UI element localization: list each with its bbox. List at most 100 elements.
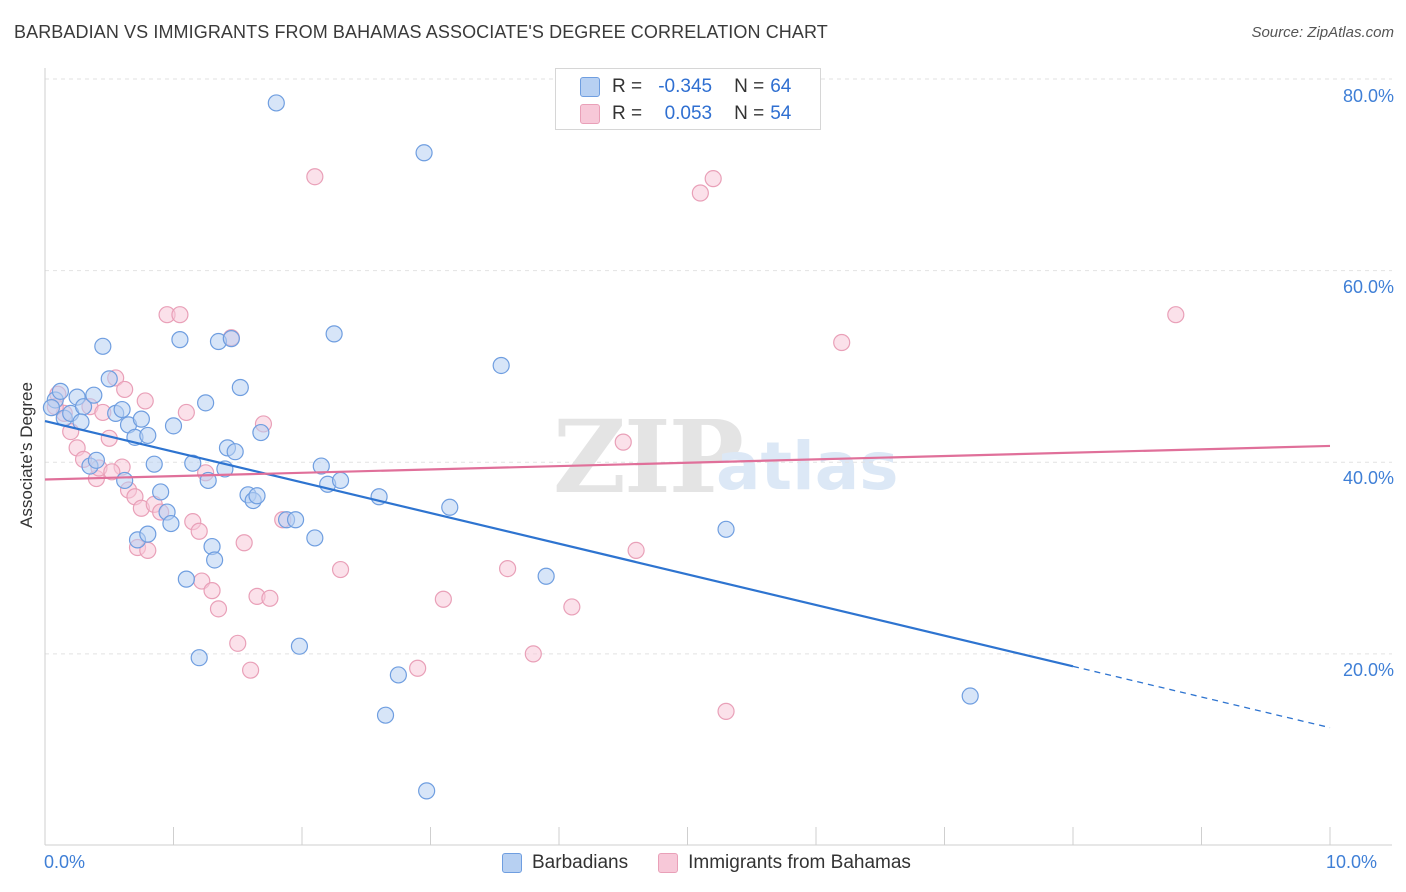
correlation-legend: R = -0.345 N = 64 R = 0.053 N = 54 — [555, 68, 821, 130]
barbadian-point — [231, 378, 249, 397]
bahamas-point — [614, 433, 632, 451]
bahamas-point — [499, 560, 517, 578]
barbadian-point — [116, 471, 134, 490]
barbadian-point — [492, 356, 510, 375]
x-tick-label-min: 0.0% — [44, 852, 86, 872]
series-label: Immigrants from Bahamas — [688, 852, 911, 873]
barbadian-point — [331, 471, 350, 490]
bahamas-point — [171, 306, 189, 324]
chart-title: BARBADIAN VS IMMIGRANTS FROM BAHAMAS ASS… — [14, 22, 828, 42]
bahamas-point — [116, 380, 134, 399]
legend-r-value: 0.053 — [664, 103, 713, 124]
legend-n-label: N = — [734, 103, 765, 124]
barbadian-point — [139, 525, 157, 543]
legend-swatch-pink — [580, 104, 600, 124]
legend-r-label: R = — [612, 76, 643, 97]
series-legend: Barbadians Immigrants from Bahamas — [502, 852, 941, 874]
barbadian-point — [152, 483, 170, 501]
barbadian-point — [267, 94, 285, 112]
bahamas-point — [434, 590, 452, 608]
bahamas-point — [306, 168, 324, 186]
bahamas-point — [409, 659, 427, 677]
bahamas-point — [717, 702, 735, 720]
bahamas-trend-line — [44, 444, 1331, 481]
bahamas-points — [46, 168, 1185, 720]
bahamas-point — [190, 522, 208, 540]
barbadian-point — [177, 570, 195, 588]
barbadian-point — [199, 471, 217, 490]
barbadian-point — [85, 386, 103, 404]
barbadian-point — [222, 330, 240, 348]
legend-r-label: R = — [612, 103, 643, 124]
watermark-zip: ZIP — [553, 398, 744, 516]
watermark-atlas: atlas — [716, 428, 899, 505]
x-tick-label-max: 10.0% — [1326, 852, 1378, 872]
barbadian-point — [418, 782, 436, 800]
barbadian-point — [961, 687, 979, 705]
barbadian-point — [376, 706, 395, 724]
barbadian-point — [164, 417, 183, 435]
bahamas-point — [1167, 306, 1185, 324]
axes — [44, 68, 1392, 846]
barbadian-point — [132, 410, 150, 428]
barbadian-point — [171, 331, 189, 349]
barbadian-point — [441, 498, 459, 516]
legend-r-value: -0.345 — [658, 76, 713, 97]
barbadian-point — [389, 666, 407, 684]
barbadian-point — [206, 551, 224, 569]
barbadian-point — [286, 511, 305, 529]
series-legend-bahamas: Immigrants from Bahamas — [658, 852, 911, 874]
legend-n-value: 54 — [770, 103, 792, 124]
legend-row-barbadians: R = -0.345 N = 64 — [580, 73, 791, 101]
series-legend-barbadians: Barbadians — [502, 852, 628, 874]
barbadian-point — [139, 426, 157, 445]
barbadian-point — [248, 487, 266, 505]
barbadian-point — [325, 325, 343, 343]
legend-row-bahamas: R = 0.053 N = 54 — [580, 100, 791, 128]
bahamas-point — [103, 463, 121, 481]
bahamas-point — [691, 184, 709, 202]
barbadian-point — [190, 649, 208, 667]
barbadian-trend-line — [44, 419, 1074, 668]
bahamas-point — [177, 403, 195, 422]
barbadian-point — [42, 399, 61, 417]
bahamas-point — [242, 661, 260, 679]
bahamas-point — [209, 600, 228, 618]
series-swatch-pink — [658, 853, 679, 873]
y-tick-label: 40.0% — [1342, 468, 1394, 488]
bahamas-point — [524, 645, 542, 663]
barbadian-point — [312, 457, 330, 475]
series-swatch-blue — [502, 853, 522, 873]
barbadian-point — [252, 423, 270, 442]
legend-n-label: N = — [734, 76, 765, 97]
bahamas-point — [229, 634, 247, 652]
series-label: Barbadians — [532, 852, 629, 873]
barbadian-point — [415, 144, 433, 162]
y-tick-label: 60.0% — [1342, 277, 1394, 297]
source-label: Source: ZipAtlas.com — [1251, 24, 1394, 41]
y-tick-label: 80.0% — [1342, 86, 1394, 106]
barbadian-point — [226, 443, 244, 461]
barbadian-point — [717, 520, 735, 538]
barbadian-points — [42, 94, 979, 800]
barbadian-point — [537, 567, 555, 585]
trend-lines — [44, 419, 1331, 729]
barbadian-trend-extension — [1072, 665, 1331, 729]
y-tick-label: 20.0% — [1342, 660, 1394, 680]
barbadian-point — [306, 529, 324, 547]
barbadian-point — [51, 382, 70, 400]
barbadian-point — [113, 400, 131, 419]
bahamas-point — [563, 598, 581, 616]
bahamas-point — [203, 582, 221, 600]
y-axis-label: Associate's Degree — [17, 382, 36, 528]
bahamas-point — [136, 392, 154, 410]
bahamas-point — [331, 560, 350, 579]
gridlines — [45, 78, 1392, 655]
barbadian-point — [87, 451, 106, 469]
bahamas-point — [627, 541, 645, 559]
barbadian-point — [94, 337, 112, 355]
bahamas-point — [261, 589, 279, 607]
bahamas-point — [235, 534, 253, 552]
barbadian-point — [290, 637, 309, 655]
